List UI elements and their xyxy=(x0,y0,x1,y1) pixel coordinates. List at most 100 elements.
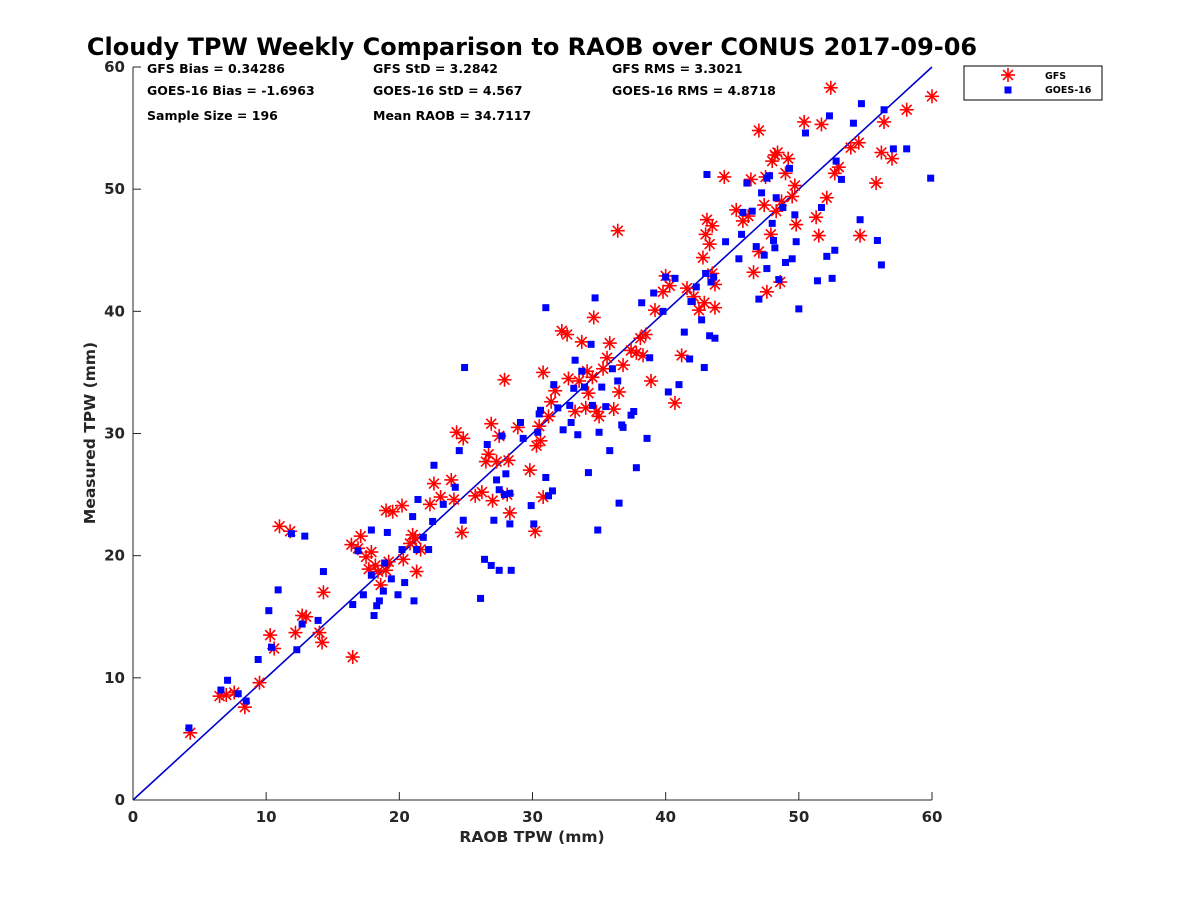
gfs-point xyxy=(560,327,575,342)
goes-16-point xyxy=(319,568,327,576)
goes-16-point xyxy=(490,516,498,524)
x-tick-label: 10 xyxy=(256,808,277,826)
gfs-point xyxy=(533,433,548,448)
goes-16-point xyxy=(381,559,389,567)
goes-16-point xyxy=(587,340,595,348)
goes-16-point xyxy=(698,316,706,324)
gfs-point xyxy=(697,295,712,310)
goes-16-point xyxy=(671,274,679,282)
goes-16-point xyxy=(375,597,383,605)
goes-16-point xyxy=(267,643,275,651)
gfs-point xyxy=(885,151,900,166)
gfs-point xyxy=(409,564,424,579)
goes-16-point xyxy=(530,520,538,528)
goes-16-point xyxy=(722,238,730,246)
gfs-point xyxy=(759,284,774,299)
goes-16-point xyxy=(630,408,638,416)
goes-16-point xyxy=(606,447,614,455)
gfs-point xyxy=(717,169,732,184)
gfs-point xyxy=(426,476,441,491)
goes-16-point xyxy=(823,252,831,260)
gfs-point xyxy=(501,453,516,468)
gfs-point xyxy=(602,336,617,351)
gfs-point xyxy=(809,210,824,225)
x-tick-label: 40 xyxy=(655,808,676,826)
goes-16-point xyxy=(615,499,623,507)
gfs-point xyxy=(468,488,483,503)
goes-16-point xyxy=(786,164,794,172)
goes-16-point xyxy=(493,476,501,484)
goes-16-point xyxy=(788,255,796,263)
gfs-point xyxy=(454,525,469,540)
goes-16-point xyxy=(703,171,711,179)
goes-16-point xyxy=(455,447,463,455)
goes-16-point xyxy=(379,587,387,595)
goes-16-point xyxy=(755,295,763,303)
goes-16-point xyxy=(706,332,714,340)
goes-16-point xyxy=(234,690,242,698)
goes-16-point xyxy=(680,328,688,336)
legend: GFS GOES-16 xyxy=(963,65,1103,101)
goes-16-point xyxy=(185,724,193,732)
goes-16-point xyxy=(224,676,232,684)
gfs-point xyxy=(874,145,889,160)
goes-16-point xyxy=(414,495,422,503)
goes-16-point xyxy=(501,491,509,499)
goes-16-point xyxy=(544,492,552,500)
gfs-point xyxy=(823,80,838,95)
goes-16-point xyxy=(477,594,485,602)
goes-16-point xyxy=(801,129,809,137)
goes-16-point xyxy=(487,561,495,569)
goes-16-point xyxy=(519,434,527,442)
gfs-point xyxy=(586,310,601,325)
goes-16-point xyxy=(889,145,897,153)
goes-16-point xyxy=(359,591,367,599)
goes-16-point xyxy=(349,601,357,609)
goes-16-point xyxy=(542,473,550,481)
gfs-point xyxy=(648,303,663,318)
gfs-point xyxy=(695,250,710,265)
gfs-point xyxy=(691,303,706,318)
y-tick-label: 50 xyxy=(104,180,125,198)
goes-16-point xyxy=(242,697,250,705)
gfs-point xyxy=(797,114,812,129)
goes-16-point xyxy=(481,555,489,563)
goes-16-point xyxy=(574,431,582,439)
x-tick-label: 0 xyxy=(128,808,138,826)
goes-16-point xyxy=(542,304,550,312)
gfs-point xyxy=(925,89,939,104)
stat-gfs-std: GFS StD = 3.2842 xyxy=(373,61,498,76)
gfs-point xyxy=(765,154,780,169)
goes-16-point xyxy=(602,403,610,411)
goes-16-point xyxy=(298,620,306,628)
goes-16-point xyxy=(752,243,760,251)
goes-16-point xyxy=(591,294,599,302)
goes-16-point xyxy=(459,516,467,524)
goes-16-point xyxy=(711,334,719,342)
goes-16-point xyxy=(772,194,780,202)
goes-16-point xyxy=(857,100,865,108)
gfs-point xyxy=(422,497,437,512)
goes-16-point xyxy=(367,526,375,534)
goes-16-point xyxy=(265,607,273,615)
goes-16-point xyxy=(738,230,746,238)
goes-16-point xyxy=(554,404,562,412)
axes: 0 10 20 30 40 50 60 0 10 20 30 40 50 60 xyxy=(104,58,942,826)
gfs-point xyxy=(394,498,409,513)
goes-16-point xyxy=(619,423,627,431)
y-axis-label: Measured TPW (mm) xyxy=(81,342,99,524)
stat-sample-size: Sample Size = 196 xyxy=(147,108,278,123)
legend-goes-marker xyxy=(1004,86,1012,94)
goes-16-point xyxy=(743,179,751,187)
goes-16-point xyxy=(687,298,695,306)
goes-16-point xyxy=(430,461,438,469)
goes-16-point xyxy=(580,383,588,391)
gfs-point xyxy=(528,524,543,539)
goes-16-point xyxy=(659,307,667,315)
goes-16-point xyxy=(831,246,839,254)
gfs-point xyxy=(869,176,884,191)
gfs-point xyxy=(497,372,512,387)
gfs-point xyxy=(629,345,644,360)
goes-16-point xyxy=(314,616,322,624)
goes-16-point xyxy=(837,175,845,183)
